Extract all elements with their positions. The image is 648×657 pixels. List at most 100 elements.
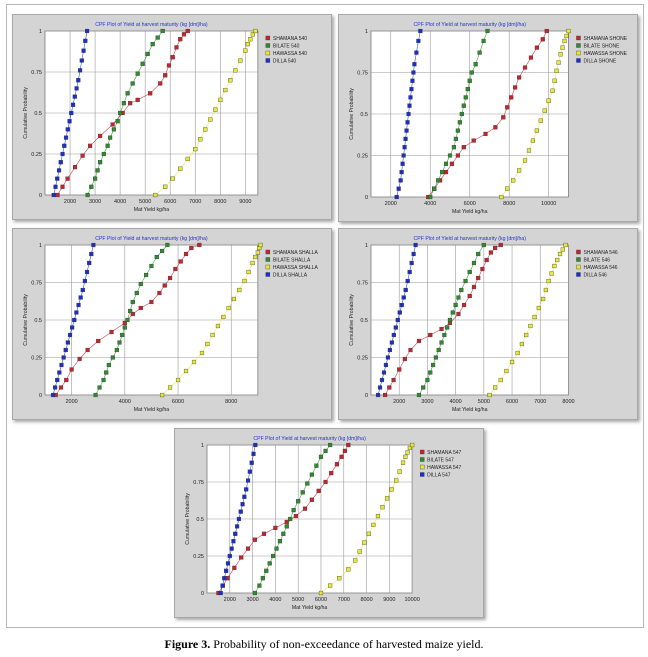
data-point (93, 176, 98, 181)
caption-text: Probability of non-exceedance of harvest… (210, 637, 484, 651)
data-point (221, 314, 226, 320)
y-axis-label: Cumulative Probability (349, 88, 355, 140)
data-point (346, 567, 351, 572)
data-point (397, 310, 402, 315)
y-axis-label: Cumulative Probability (23, 294, 29, 346)
data-point (130, 81, 135, 86)
data-point (80, 287, 85, 293)
data-point (465, 87, 470, 92)
legend-entry: HAWASSA SHONE (583, 51, 627, 57)
legend-swatch (265, 249, 271, 255)
chart-panel-shone: 2000 4000 6000 8000 10000 0 0.25 0.5 0.75 1 CPF Pl… (338, 14, 638, 222)
data-point (260, 576, 265, 581)
data-point (233, 68, 238, 73)
data-point (554, 68, 559, 73)
data-point (457, 120, 462, 125)
data-point (540, 37, 545, 42)
data-point (383, 362, 389, 368)
data-point (396, 186, 401, 191)
data-point (80, 153, 85, 158)
data-point (564, 33, 569, 39)
data-point (125, 91, 130, 96)
data-point (391, 377, 396, 383)
data-point (178, 166, 183, 171)
data-point (261, 531, 267, 536)
data-point (170, 55, 175, 60)
data-point (238, 509, 243, 514)
data-point (60, 184, 65, 189)
x-tick-label: 3000 (89, 199, 101, 205)
data-point (314, 463, 319, 468)
data-point (462, 302, 467, 308)
data-point (252, 537, 257, 542)
data-point (400, 161, 405, 166)
x-axis-label: Mat Yield kg/ha (134, 407, 170, 413)
legend-entry: DILLA SHONE (583, 59, 616, 65)
data-point (65, 176, 70, 181)
data-point (253, 28, 258, 34)
data-point (459, 111, 464, 117)
data-point (110, 355, 115, 360)
data-point (69, 367, 74, 372)
data-point (375, 392, 381, 398)
data-point (170, 176, 175, 181)
data-point (323, 448, 328, 453)
data-point (538, 118, 543, 123)
data-point (145, 51, 150, 57)
y-tick-label: 1 (39, 243, 42, 249)
data-point (57, 370, 62, 375)
x-tick-label: 4000 (119, 399, 131, 405)
data-point (436, 347, 441, 353)
data-point (222, 576, 227, 581)
data-point (76, 302, 81, 308)
data-point (323, 479, 328, 485)
data-point (121, 101, 126, 106)
data-point (398, 178, 403, 183)
legend-swatch (419, 472, 425, 477)
data-point (555, 257, 560, 263)
data-point (106, 362, 111, 368)
data-point (556, 60, 561, 65)
data-point (447, 317, 453, 323)
data-point (513, 85, 518, 90)
data-point (82, 278, 87, 284)
data-point (499, 194, 504, 200)
data-point (428, 194, 433, 200)
data-point (387, 385, 392, 390)
data-point (105, 143, 110, 148)
data-point (456, 295, 461, 300)
y-tick-label: 0.5 (360, 112, 368, 118)
data-point (405, 120, 410, 125)
data-point (218, 590, 223, 596)
data-point (284, 524, 289, 529)
data-point (550, 88, 555, 93)
data-point (59, 362, 64, 368)
legend-entry: HAWASSA 546 (583, 265, 617, 271)
data-point (414, 50, 419, 55)
data-point (72, 165, 78, 170)
data-point (328, 442, 333, 448)
data-point (162, 283, 167, 288)
data-point (302, 506, 308, 511)
data-point (63, 347, 68, 353)
data-point (566, 28, 571, 34)
data-point (534, 45, 539, 50)
data-point (526, 148, 532, 153)
data-point (560, 247, 565, 252)
data-point (407, 445, 412, 451)
x-tick-label: 8000 (360, 597, 372, 603)
data-point (225, 561, 231, 566)
data-point (78, 295, 83, 300)
data-point (77, 356, 82, 362)
data-point (471, 138, 476, 143)
x-tick-label: 5000 (292, 597, 304, 603)
cdf-chart: 2000 4000 6000 8000 10000 0 0.25 0.5 0.75 1 CPF Pl… (349, 22, 628, 215)
data-point (157, 290, 162, 296)
data-point (416, 338, 422, 344)
data-point (120, 332, 125, 338)
data-point (53, 385, 58, 390)
legend-swatch (576, 249, 581, 255)
data-point (337, 576, 342, 581)
data-point (98, 160, 103, 165)
data-point (440, 170, 445, 175)
